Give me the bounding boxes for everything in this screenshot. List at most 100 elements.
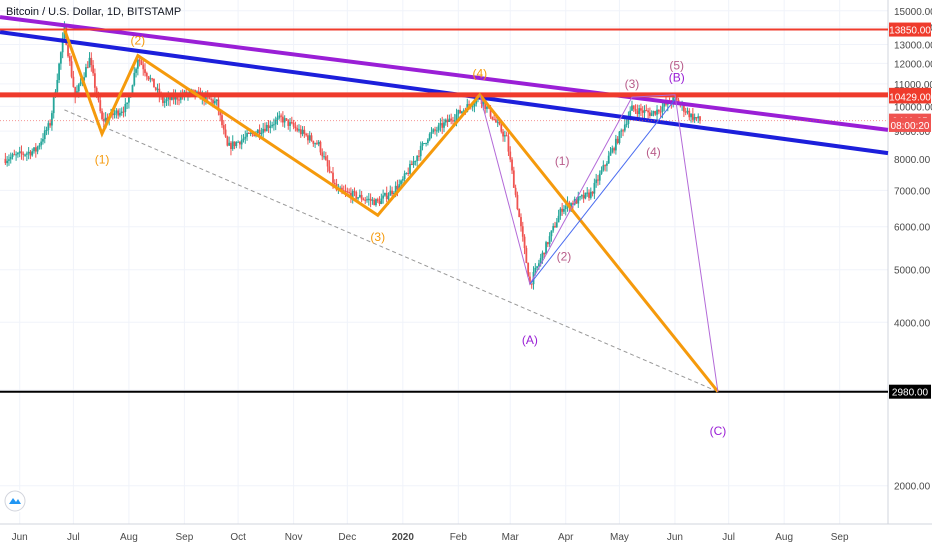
candle-body (360, 194, 363, 200)
candle-body (310, 135, 313, 141)
time-tick-label: Jun (667, 532, 683, 543)
wave-line-thin_blue[interactable] (529, 99, 676, 285)
candle-body (86, 67, 89, 69)
candle-body (138, 59, 141, 62)
candle-body (613, 148, 615, 151)
candle-body (537, 263, 540, 267)
time-tick-label: Dec (338, 532, 356, 543)
candle-body (296, 128, 299, 131)
candle-body (276, 117, 279, 120)
candle-body (597, 179, 599, 181)
wave-line-thin_purple[interactable] (479, 94, 719, 392)
candle-body (289, 122, 291, 126)
candle-body (584, 192, 587, 199)
candle-body (298, 129, 300, 131)
candle-body (586, 192, 589, 194)
candle-body (387, 195, 390, 200)
candle-body (426, 139, 429, 144)
candle-body (315, 143, 318, 145)
price-tag (889, 89, 931, 104)
candle-body (22, 153, 25, 155)
candle-body (95, 87, 98, 96)
candle-body (394, 185, 397, 193)
candle-body (371, 199, 374, 201)
candle-body (486, 106, 488, 109)
candle-body (230, 142, 232, 150)
candle-body (511, 159, 513, 171)
candle-body (317, 141, 320, 145)
candle-body (398, 184, 401, 190)
candle-body (392, 192, 395, 195)
candle-body (409, 163, 411, 174)
candle-body (294, 126, 297, 129)
candle-body (629, 110, 632, 118)
candle-body (31, 151, 34, 156)
candle-body (324, 156, 327, 160)
price-tick-label: 6000.00 (894, 223, 931, 234)
candle-body (661, 106, 664, 112)
candle-body (579, 196, 581, 198)
candle-body (47, 123, 50, 131)
candle-body (36, 146, 39, 152)
candle-body (652, 111, 655, 114)
wave-line-orange[interactable] (63, 29, 720, 393)
candle-body (367, 198, 370, 200)
candle-body (414, 160, 417, 162)
wave-label: (4) (646, 145, 661, 159)
candle-body (699, 116, 701, 121)
candle-body (351, 191, 354, 199)
candle-body (419, 145, 422, 157)
candle-body (169, 96, 171, 100)
candle-body (695, 117, 698, 119)
candle-body (204, 94, 207, 101)
price-tick-label: 2000.00 (894, 482, 931, 493)
price-tick-label: 13000.00 (894, 40, 932, 51)
candle-body (665, 102, 667, 105)
candle-body (357, 197, 359, 199)
price-tick-label: 10000.00 (894, 102, 932, 113)
candle-body (249, 132, 252, 134)
candle-body (539, 258, 542, 264)
candle-body (170, 94, 173, 100)
candle-body (410, 163, 413, 166)
candle-body (607, 155, 610, 164)
candle-body (346, 191, 349, 193)
candle-body (348, 192, 351, 194)
candle-body (265, 124, 268, 132)
candle-body (213, 101, 216, 104)
candle-body (260, 132, 263, 135)
candle-body (49, 123, 52, 126)
candle-body (156, 88, 159, 90)
candle-body (77, 84, 80, 92)
candle-body (61, 38, 64, 53)
candle-body (192, 89, 195, 91)
candle-body (380, 198, 383, 205)
candle-body (366, 199, 368, 201)
tradingview-logo[interactable] (4, 490, 26, 512)
time-tick-label: Jul (67, 532, 80, 543)
purple-resistance-line[interactable] (0, 15, 889, 132)
candle-body (124, 103, 127, 112)
candle-body (104, 117, 107, 122)
candle-body (101, 111, 103, 120)
candle-body (448, 118, 451, 123)
candle-body (401, 178, 404, 181)
candle-body (659, 111, 662, 113)
candle-body (140, 61, 143, 65)
candle-body (115, 110, 118, 114)
candle-body (516, 194, 519, 210)
candle-body (423, 143, 426, 145)
candle-body (29, 151, 32, 156)
candle-body (133, 72, 136, 86)
candle-body (378, 201, 381, 205)
candle-body (493, 119, 496, 121)
candle-body (240, 139, 243, 145)
candle-body (165, 99, 168, 102)
wave-label: (C) (710, 424, 727, 438)
candle-body (239, 141, 241, 145)
candle-body (502, 131, 504, 137)
candle-body (471, 106, 474, 108)
candle-body (530, 283, 533, 285)
candle-body (38, 145, 41, 147)
